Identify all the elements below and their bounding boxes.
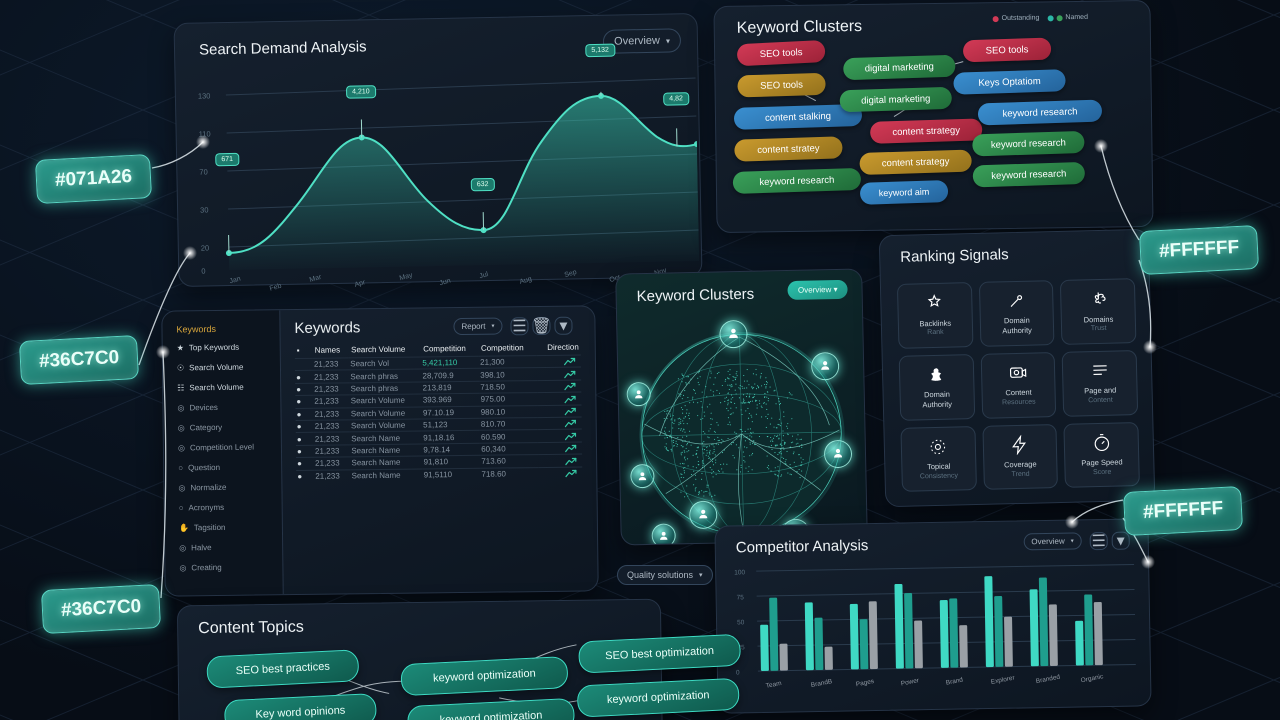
svg-text:Organic: Organic — [1080, 673, 1104, 684]
svg-text:Brand: Brand — [945, 676, 964, 686]
svg-text:100: 100 — [734, 569, 745, 576]
svg-text:BrandB: BrandB — [810, 678, 833, 689]
svg-text:20: 20 — [201, 243, 210, 252]
svg-text:Branded: Branded — [1035, 674, 1061, 686]
svg-text:50: 50 — [737, 619, 745, 626]
svg-text:75: 75 — [737, 594, 745, 601]
svg-text:Power: Power — [900, 677, 920, 688]
svg-text:130: 130 — [198, 91, 211, 100]
svg-text:Team: Team — [765, 680, 782, 690]
svg-text:110: 110 — [199, 129, 211, 138]
svg-text:30: 30 — [200, 205, 209, 214]
svg-text:70: 70 — [199, 167, 208, 176]
svg-text:Explorer: Explorer — [990, 674, 1016, 686]
svg-text:0: 0 — [201, 266, 205, 275]
svg-text:0: 0 — [736, 669, 740, 676]
svg-text:Pages: Pages — [855, 678, 875, 689]
